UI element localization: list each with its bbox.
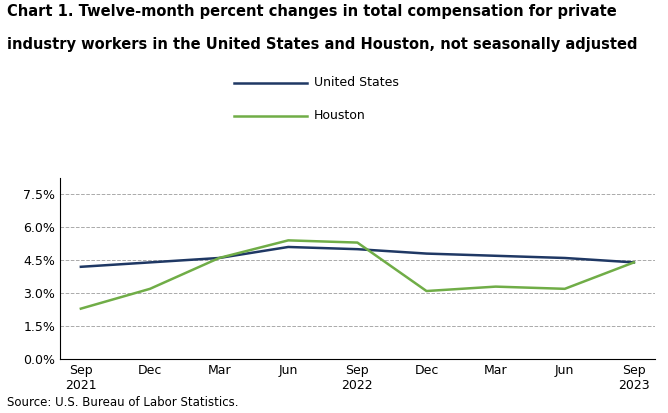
United States	[146, 260, 154, 265]
Text: Chart 1. Twelve-month percent changes in total compensation for private: Chart 1. Twelve-month percent changes in…	[7, 4, 617, 19]
United States	[215, 256, 223, 261]
United States	[353, 247, 361, 252]
Houston	[422, 289, 430, 294]
Houston	[630, 260, 638, 265]
United States	[630, 260, 638, 265]
Houston	[77, 306, 85, 311]
Houston	[492, 284, 500, 289]
Text: Houston: Houston	[314, 109, 365, 122]
United States	[422, 251, 430, 256]
Houston	[353, 240, 361, 245]
Line: United States: United States	[81, 247, 634, 267]
United States	[77, 264, 85, 269]
Houston	[560, 286, 568, 291]
United States	[285, 244, 293, 249]
United States	[492, 253, 500, 258]
Houston	[215, 256, 223, 261]
Houston	[146, 286, 154, 291]
Text: United States: United States	[314, 76, 399, 89]
Houston	[285, 238, 293, 243]
United States	[560, 256, 568, 261]
Line: Houston: Houston	[81, 240, 634, 309]
Text: industry workers in the United States and Houston, not seasonally adjusted: industry workers in the United States an…	[7, 37, 637, 52]
Text: Source: U.S. Bureau of Labor Statistics.: Source: U.S. Bureau of Labor Statistics.	[7, 396, 238, 409]
